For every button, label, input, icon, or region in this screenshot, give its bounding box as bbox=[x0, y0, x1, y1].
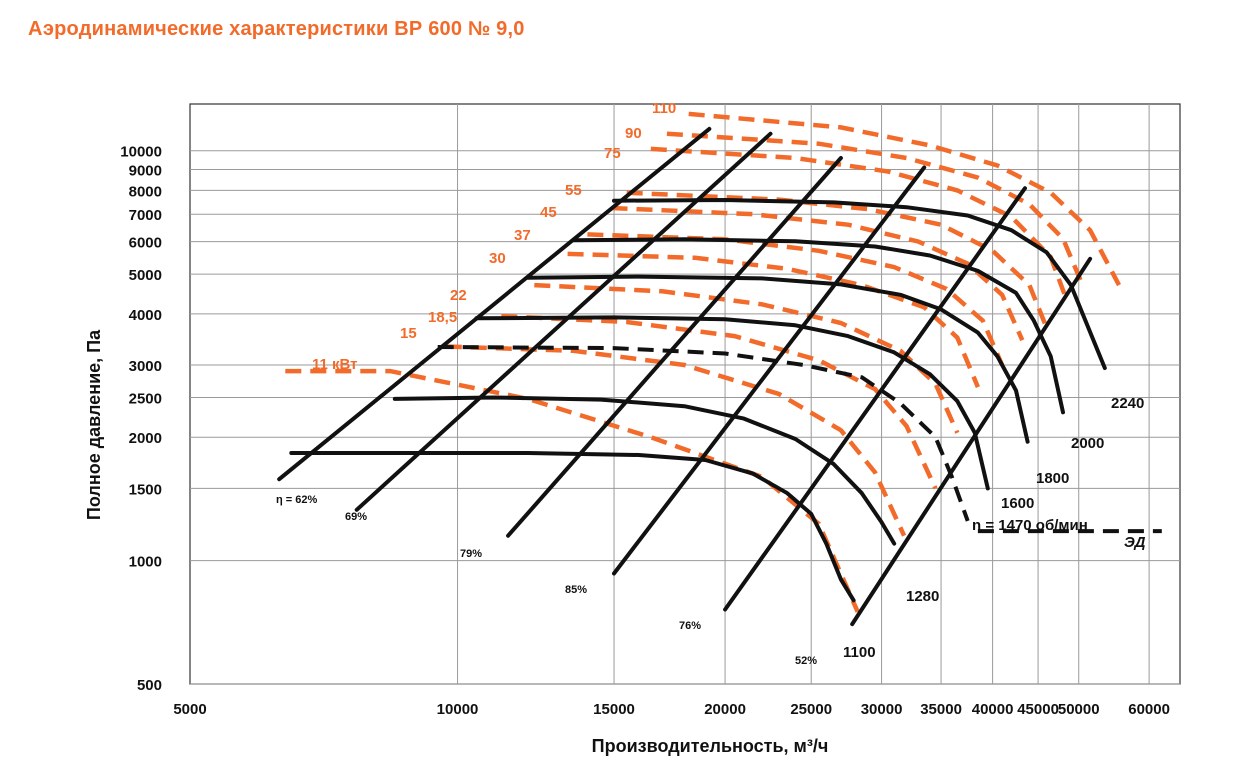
power-label-37: 37 bbox=[514, 227, 531, 244]
x-tick-30000: 30000 bbox=[861, 701, 903, 718]
y-tick-1500: 1500 bbox=[129, 481, 162, 498]
speed-curve-1600 bbox=[474, 315, 990, 491]
power-label-30: 30 bbox=[489, 250, 506, 267]
y-tick-4000: 4000 bbox=[129, 307, 162, 324]
x-tick-45000: 45000 bbox=[1017, 701, 1059, 718]
speed-label-1100: 1100 bbox=[843, 644, 876, 661]
efficiency-line-0 bbox=[277, 126, 712, 482]
speed-label-1800: 1800 bbox=[1036, 470, 1069, 487]
power-curve-3 bbox=[534, 282, 960, 434]
power-label-110: 110 bbox=[652, 100, 676, 117]
y-tick-7000: 7000 bbox=[129, 207, 162, 224]
power-label-75: 75 bbox=[604, 145, 621, 162]
power-curve-1 bbox=[445, 344, 907, 537]
speed-curve-1280 bbox=[392, 395, 897, 546]
x-tick-10000: 10000 bbox=[437, 701, 479, 718]
speed-curve-2240 bbox=[612, 198, 1107, 370]
x-tick-60000: 60000 bbox=[1128, 701, 1170, 718]
x-tick-15000: 15000 bbox=[593, 701, 635, 718]
y-tick-500: 500 bbox=[137, 677, 162, 694]
speed-curves bbox=[289, 198, 1107, 603]
power-label-11: 11 кВт bbox=[312, 356, 358, 373]
power-curve-2 bbox=[501, 313, 938, 490]
x-tick-5000: 5000 bbox=[173, 701, 206, 718]
drive-tag-label: ЭД bbox=[1124, 534, 1146, 551]
power-label-22: 22 bbox=[450, 287, 467, 304]
speed-curve-1800 bbox=[525, 274, 1030, 444]
y-tick-2000: 2000 bbox=[129, 430, 162, 447]
efficiency-label-52: 52% bbox=[795, 655, 817, 667]
y-tick-1000: 1000 bbox=[129, 554, 162, 571]
speed-label-1600: 1600 bbox=[1001, 495, 1034, 512]
efficiency-line-1 bbox=[354, 131, 773, 512]
efficiency-label-85: 85% bbox=[565, 584, 587, 596]
speed-label-2000: 2000 bbox=[1071, 435, 1104, 452]
x-tick-labels: 5000 10000 15000 20000 25000 30000 35000 40000 4… bbox=[173, 701, 1170, 718]
x-tick-35000: 35000 bbox=[920, 701, 962, 718]
y-tick-9000: 9000 bbox=[129, 162, 162, 179]
efficiency-lines bbox=[277, 126, 1093, 627]
efficiency-label-79: 79% bbox=[460, 548, 482, 560]
efficiency-line-2 bbox=[506, 156, 843, 538]
y-tick-6000: 6000 bbox=[129, 235, 162, 252]
efficiency-line-4 bbox=[723, 186, 1027, 612]
power-label-55: 55 bbox=[565, 182, 582, 199]
y-tick-5000: 5000 bbox=[129, 267, 162, 284]
plot-area bbox=[189, 103, 1181, 685]
x-tick-50000: 50000 bbox=[1058, 701, 1100, 718]
power-curve-6 bbox=[611, 205, 1025, 342]
power-label-90: 90 bbox=[625, 125, 642, 142]
speed-label-2240: 2240 bbox=[1111, 395, 1144, 412]
efficiency-label-76: 76% bbox=[679, 620, 701, 632]
power-curve-0 bbox=[285, 368, 860, 613]
power-curve-9 bbox=[666, 131, 1085, 286]
power-label-18-5: 18,5 bbox=[428, 309, 457, 326]
chart-title: Аэродинамические характеристики ВР 600 №… bbox=[28, 18, 525, 40]
drive-curve bbox=[437, 345, 1162, 534]
y-tick-3000: 3000 bbox=[129, 358, 162, 375]
drive-speed-label: n = 1470 об/мин bbox=[972, 517, 1088, 534]
x-axis-label: Производительность, м³/ч bbox=[592, 736, 829, 756]
x-tick-40000: 40000 bbox=[972, 701, 1014, 718]
speed-label-1280: 1280 bbox=[906, 588, 939, 605]
drive-curve-line bbox=[437, 345, 970, 522]
power-label-45: 45 bbox=[540, 204, 557, 221]
speed-curve-2000 bbox=[571, 237, 1065, 415]
efficiency-label-69: 69% bbox=[345, 511, 367, 523]
y-tick-8000: 8000 bbox=[129, 183, 162, 200]
efficiency-label-62: η = 62% bbox=[276, 494, 317, 506]
x-tick-20000: 20000 bbox=[704, 701, 746, 718]
grid bbox=[190, 104, 1180, 685]
efficiency-line-3 bbox=[612, 165, 927, 576]
power-label-15: 15 bbox=[400, 325, 417, 342]
power-curve-4 bbox=[567, 251, 980, 388]
efficiency-line-5 bbox=[850, 256, 1093, 627]
power-curve-10 bbox=[688, 111, 1121, 287]
y-axis-label: Полное давление, Па bbox=[84, 329, 104, 520]
y-tick-labels: 500 1000 1500 2000 2500 3000 4000 5000 6000 7000 8… bbox=[120, 144, 162, 694]
x-tick-25000: 25000 bbox=[790, 701, 832, 718]
y-tick-2500: 2500 bbox=[129, 390, 162, 407]
speed-curve-1100 bbox=[289, 451, 856, 603]
y-tick-10000: 10000 bbox=[120, 144, 162, 161]
